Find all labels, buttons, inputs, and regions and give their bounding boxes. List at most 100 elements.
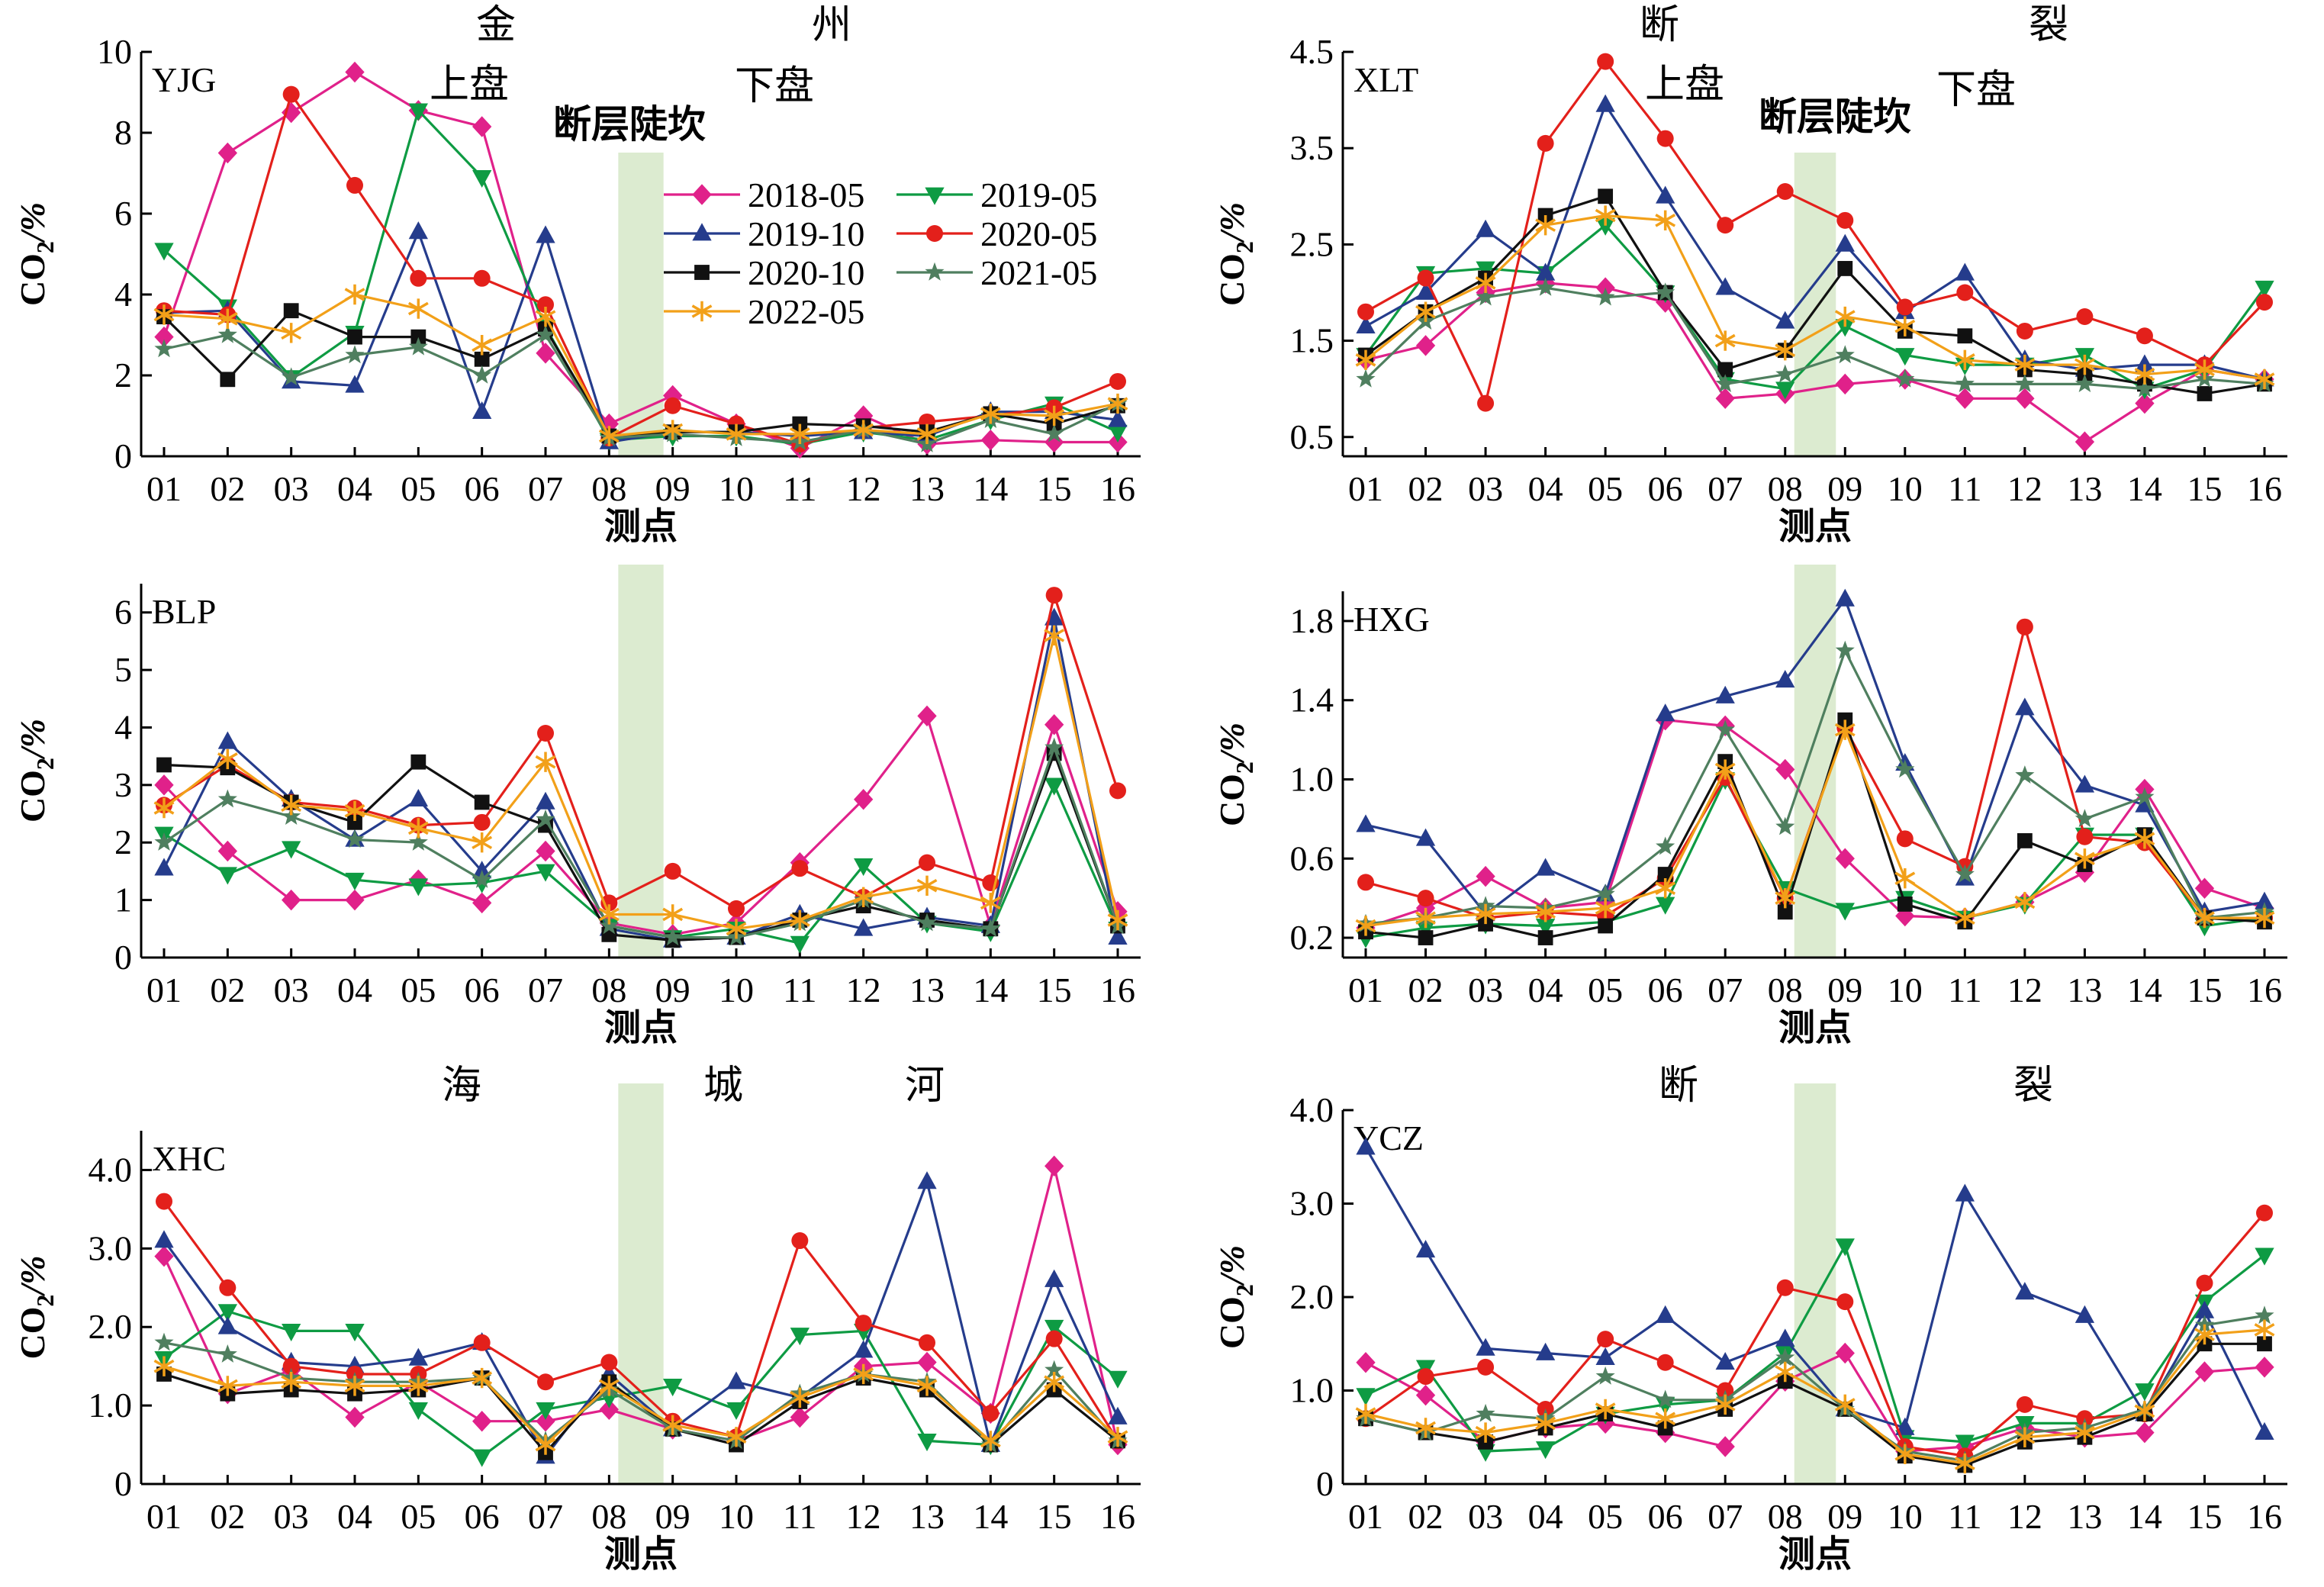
marker-point (662, 420, 684, 440)
y-axis-title: CO2/% (1212, 1245, 1258, 1349)
marker-point (1107, 393, 1128, 414)
x-axis-title: 测点 (1778, 1534, 1852, 1575)
marker-point (980, 1431, 1001, 1451)
marker-point (1415, 1384, 1436, 1406)
marker-point (2194, 1315, 2214, 1334)
marker-point (1535, 902, 1556, 922)
series-line (1365, 1342, 2264, 1467)
x-tick-label: 14 (973, 971, 1008, 1009)
marker-point (472, 892, 492, 914)
marker-point (1418, 930, 1434, 945)
marker-point (598, 1376, 620, 1396)
marker-point (790, 1406, 810, 1428)
marker-point (2135, 1383, 2155, 1402)
legend-label: 2019-10 (748, 214, 864, 253)
y-tick-label: 4.0 (89, 1150, 133, 1189)
marker-point (1714, 759, 1736, 780)
marker-point (2076, 828, 2094, 845)
marker-point (2255, 1247, 2274, 1266)
marker-point (1535, 214, 1556, 236)
marker-point (598, 426, 620, 446)
x-tick-label: 15 (1037, 971, 1072, 1009)
series-line (1365, 101, 2265, 381)
x-tick-label: 08 (1768, 971, 1803, 1009)
marker-point (345, 345, 365, 364)
marker-point (217, 1316, 237, 1334)
marker-point (1894, 868, 1916, 889)
y-tick-label: 0 (114, 436, 132, 475)
marker-point (472, 1410, 492, 1432)
marker-point (1595, 205, 1616, 226)
marker-point (2194, 359, 2215, 380)
marker-point (346, 176, 363, 194)
x-tick-label: 14 (973, 1497, 1008, 1536)
marker-point (217, 142, 237, 164)
legend-label: 2019-05 (980, 175, 1097, 214)
series-2020-05 (1357, 53, 2273, 412)
series-2022-05 (1355, 1319, 2275, 1474)
marker-point (2016, 322, 2033, 340)
marker-point (2256, 1204, 2273, 1222)
marker-point (1775, 758, 1795, 781)
y-tick-label: 1.0 (89, 1386, 133, 1424)
marker-point (537, 1373, 554, 1391)
x-tick-label: 13 (2067, 1497, 2102, 1536)
marker-point (408, 1347, 428, 1366)
x-tick-label: 08 (591, 1497, 626, 1536)
fault-scarp-band (618, 153, 664, 456)
marker-point (1357, 874, 1374, 891)
marker-point (1595, 884, 1615, 903)
marker-point (1417, 1368, 1434, 1386)
x-tick-label: 07 (1708, 971, 1743, 1009)
marker-point (1045, 777, 1064, 796)
marker-point (1714, 1394, 1736, 1415)
marker-point (916, 1376, 938, 1396)
marker-point (1595, 287, 1615, 306)
marker-point (217, 324, 237, 343)
marker-point (917, 1434, 937, 1452)
y-tick-label: 6 (114, 593, 132, 632)
panel-name: HXG (1354, 600, 1430, 639)
marker-point (408, 336, 428, 356)
marker-point (1655, 1408, 1676, 1429)
y-tick-label: 2 (114, 822, 132, 861)
marker-point (916, 423, 938, 445)
marker-point (345, 375, 365, 393)
marker-point (2194, 877, 2215, 899)
x-tick-label: 05 (1588, 1497, 1623, 1536)
x-tick-label: 15 (1037, 469, 1072, 508)
marker-point (1714, 330, 1736, 351)
title-char-jin: 金 (476, 4, 516, 47)
marker-point (980, 404, 1001, 424)
marker-point (1775, 816, 1795, 835)
marker-point (2134, 1401, 2155, 1421)
marker-point (2134, 364, 2155, 385)
y-tick-label: 3.0 (89, 1228, 133, 1267)
marker-point (1715, 388, 1735, 410)
y-tick-label: 1.5 (1290, 321, 1334, 360)
series-line (163, 92, 1119, 446)
marker-point (220, 372, 236, 388)
y-tick-label: 5 (114, 650, 132, 689)
marker-point (217, 1344, 237, 1363)
marker-point (2255, 1357, 2274, 1378)
marker-point (2135, 392, 2155, 414)
marker-point (1357, 303, 1374, 320)
x-tick-label: 11 (783, 1497, 816, 1536)
marker-point (1537, 134, 1554, 152)
marker-point (1356, 1352, 1376, 1373)
marker-point (344, 800, 365, 821)
marker-point (154, 774, 174, 796)
marker-point (536, 1410, 555, 1432)
marker-point (1044, 405, 1065, 427)
x-tick-label: 01 (146, 971, 182, 1009)
marker-point (1476, 287, 1495, 306)
series-line (163, 1200, 1119, 1442)
marker-point (1597, 1331, 1614, 1348)
marker-point (154, 326, 174, 348)
x-tick-label: 09 (655, 469, 690, 508)
marker-point (919, 1334, 935, 1351)
marker-point (1835, 233, 1855, 252)
legend-label: 2022-05 (748, 292, 864, 331)
y-tick-label: 8 (114, 113, 132, 152)
